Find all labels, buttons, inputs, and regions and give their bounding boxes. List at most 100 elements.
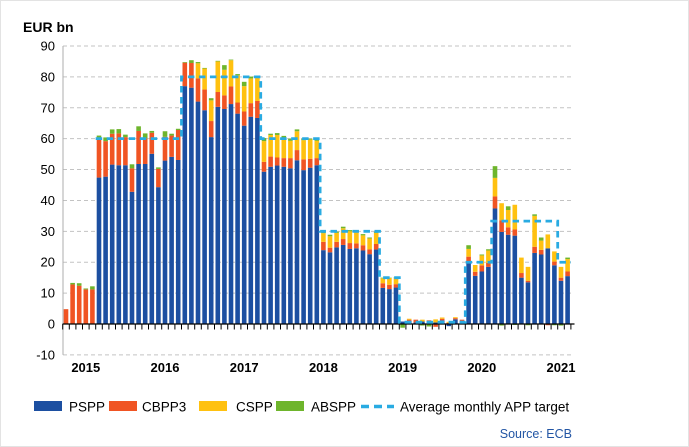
bar-segment-pspp xyxy=(169,156,174,324)
bar-segment-abspp xyxy=(466,245,471,249)
bar-segment-cbpp3 xyxy=(519,273,524,278)
bar-segment-abspp xyxy=(288,138,293,141)
bar-segment-cbpp3 xyxy=(175,130,181,160)
bar-segment-cspp xyxy=(255,76,260,101)
bar-segment-pspp xyxy=(347,248,353,324)
bar-segment-cspp xyxy=(472,265,478,272)
bar-segment-abspp xyxy=(347,230,353,232)
bar-segment-cspp xyxy=(208,100,214,122)
bar-segment-cbpp3 xyxy=(347,243,353,249)
bar-segment-cbpp3 xyxy=(248,103,254,117)
average-target-line xyxy=(95,75,571,324)
bar-segment-abspp xyxy=(268,133,273,135)
bar-segment-cspp xyxy=(327,236,333,248)
bar-segment-cbpp3 xyxy=(321,241,326,251)
bar-segment-pspp xyxy=(367,254,372,324)
bar-segment-cbpp3 xyxy=(367,249,372,255)
bar-segment-pspp xyxy=(156,187,161,324)
bar-segment-pspp xyxy=(235,113,240,324)
bar-segment-abspp xyxy=(123,134,128,138)
bar-segment-abspp xyxy=(109,129,115,134)
bar-segment-pspp xyxy=(519,277,524,324)
bar-segment-abspp xyxy=(215,60,221,62)
bar-segment-pspp xyxy=(393,287,399,324)
bar-segment-cbpp3 xyxy=(334,241,339,248)
target-line xyxy=(95,75,571,324)
bar-segment-pspp xyxy=(195,101,201,324)
bar-segment-cbpp3 xyxy=(189,62,194,88)
bar-segment-pspp xyxy=(446,324,452,327)
bar-segment-pspp xyxy=(255,117,260,324)
bar-segment-cbpp3 xyxy=(486,262,491,267)
bar-segment-abspp xyxy=(340,226,346,229)
bar-segment-pspp xyxy=(116,165,122,324)
bar-segment-pspp xyxy=(268,166,273,324)
bar-segment-cbpp3 xyxy=(103,141,108,177)
bar-segment-cbpp3 xyxy=(453,318,458,320)
bar-segment-cspp xyxy=(492,177,498,197)
bar-segment-pspp xyxy=(123,165,128,324)
bar-segment-cspp xyxy=(512,204,518,230)
bar-segment-cbpp3 xyxy=(525,280,531,283)
bar-segment-cspp xyxy=(321,233,326,242)
x-year-label: 2015 xyxy=(71,360,100,375)
bar-segment-abspp xyxy=(505,206,511,211)
bar-segment-cspp xyxy=(294,131,300,151)
bar-segment-cbpp3 xyxy=(169,135,174,157)
bar-segment-cbpp3 xyxy=(136,130,141,164)
bar-segment-pspp xyxy=(189,87,194,324)
bar-segment-cspp xyxy=(439,317,445,319)
bar-segment-pspp xyxy=(281,166,287,324)
bar-segment-pspp xyxy=(492,208,498,324)
bar-segment-abspp xyxy=(175,128,181,131)
bar-segment-cbpp3 xyxy=(360,245,366,251)
bar-segment-pspp xyxy=(327,252,333,324)
bar-segment-abspp xyxy=(208,98,214,101)
bar-segment-cbpp3 xyxy=(307,158,313,168)
bar-segment-cbpp3 xyxy=(406,319,412,321)
bar-segment-abspp xyxy=(76,283,82,286)
bar-segment-abspp xyxy=(90,286,95,290)
y-tick-label: -10 xyxy=(36,347,55,362)
legend-label: PSPP xyxy=(69,400,105,415)
bar-segment-cspp xyxy=(552,251,557,262)
bar-segment-cspp xyxy=(538,240,544,250)
bar-segment-pspp xyxy=(175,159,181,324)
bar-segment-abspp xyxy=(499,324,504,326)
bar-segment-pspp xyxy=(222,109,227,324)
bar-segment-cbpp3 xyxy=(228,86,234,105)
bar-segment-cspp xyxy=(288,140,293,159)
bar-segment-pspp xyxy=(182,86,188,324)
y-tick-label: 30 xyxy=(41,224,55,239)
bar-segment-cspp xyxy=(466,248,471,257)
bar-segment-cbpp3 xyxy=(202,89,207,111)
bar-segment-cbpp3 xyxy=(182,62,188,87)
bar-segment-pspp xyxy=(545,248,551,324)
bar-segment-pspp xyxy=(321,250,326,324)
bar-segment-cbpp3 xyxy=(90,289,95,324)
chart-title: EUR bn xyxy=(23,19,74,35)
bar-segment-abspp xyxy=(162,131,168,137)
bar-segment-cbpp3 xyxy=(373,243,379,250)
bar-segment-cbpp3 xyxy=(512,229,518,236)
bar-segment-abspp xyxy=(565,257,570,260)
bar-segment-pspp xyxy=(565,276,570,324)
bar-segment-cbpp3 xyxy=(63,309,69,324)
y-tick-label: 60 xyxy=(41,131,55,146)
bar-segment-abspp xyxy=(552,324,557,326)
bar-segment-cbpp3 xyxy=(439,318,445,321)
bar-segment-abspp xyxy=(274,133,280,135)
bar-segment-cbpp3 xyxy=(565,271,570,277)
bar-segment-cbpp3 xyxy=(123,137,128,166)
bar-segment-abspp xyxy=(116,129,122,134)
bar-segment-cbpp3 xyxy=(466,256,471,263)
bar-segment-cbpp3 xyxy=(552,261,557,266)
bar-segment-cspp xyxy=(380,278,386,284)
bar-segment-abspp xyxy=(241,81,247,87)
bar-segment-pspp xyxy=(453,319,458,324)
bar-segment-pspp xyxy=(208,137,214,324)
bar-segment-pspp xyxy=(479,271,485,324)
bar-segment-abspp xyxy=(307,138,313,140)
bar-segment-pspp xyxy=(505,234,511,324)
bar-segment-pspp xyxy=(538,254,544,324)
